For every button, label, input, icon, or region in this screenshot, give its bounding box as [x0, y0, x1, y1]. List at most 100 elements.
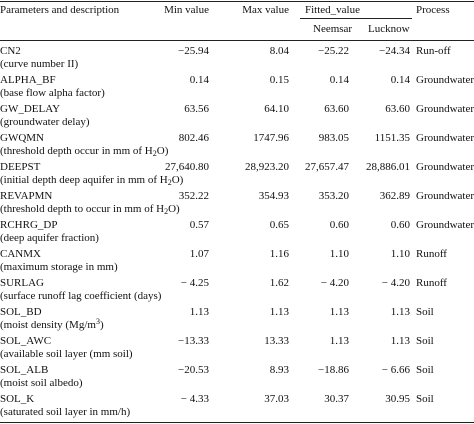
table-row: CANMX (maximum storage in mm) 1.07 1.16 1.10…	[0, 246, 474, 275]
min-value: −13.33	[178, 335, 209, 347]
neemsar-value: 0.14	[329, 74, 349, 86]
min-value: − 4.25	[180, 277, 209, 289]
process-value: Run-off	[416, 45, 451, 57]
max-value: 28,923.20	[245, 161, 289, 173]
lucknow-value: 1.13	[390, 335, 410, 347]
description-subscript: 2	[167, 178, 172, 187]
table-top-rule	[0, 1, 474, 2]
max-value: 0.65	[269, 219, 289, 231]
parameter-name: SOL_AWC	[0, 335, 52, 347]
neemsar-value: 0.60	[329, 219, 349, 231]
parameter-name: SOL_ALB	[0, 364, 49, 376]
description-subscript: 2	[152, 149, 157, 158]
neemsar-value: 30.37	[324, 393, 349, 405]
neemsar-value: 1.13	[329, 306, 349, 318]
parameter-name: CANMX	[0, 248, 41, 260]
min-value: 802.46	[178, 132, 209, 144]
neemsar-value: 983.05	[318, 132, 349, 144]
process-value: Groundwater	[416, 190, 474, 202]
description-text: (moist density (Mg/m	[0, 319, 96, 331]
parameter-name: ALPHA_BF	[0, 74, 56, 86]
min-value: −20.53	[178, 364, 209, 376]
max-value: 1747.96	[253, 132, 289, 144]
parameter-name: DEEPST	[0, 161, 41, 173]
max-value: 1.13	[269, 306, 289, 318]
process-value: Soil	[416, 393, 434, 405]
parameter-name: SOL_K	[0, 393, 35, 405]
lucknow-value: 0.60	[390, 219, 410, 231]
max-value: 1.62	[269, 277, 289, 289]
neemsar-value: − 4.20	[320, 277, 349, 289]
neemsar-value: 1.13	[329, 335, 349, 347]
parameter-name: CN2	[0, 45, 21, 57]
neemsar-value: 353.20	[318, 190, 349, 202]
header-min-value: Min value	[164, 4, 209, 16]
process-value: Groundwater	[416, 161, 474, 173]
parameter-description: (saturated soil layer in mm/h)	[0, 406, 131, 418]
description-text-end: O)	[171, 174, 184, 186]
lucknow-value: 1.13	[390, 306, 410, 318]
process-value: Groundwater	[416, 103, 474, 115]
table-row: GW_DELAY (groundwater delay) 63.56 64.10 63.…	[0, 101, 474, 130]
parameter-description: (threshold depth to occur in mm of H2O)	[0, 203, 180, 216]
parameter-description: (deep aquifer fraction)	[0, 232, 99, 244]
min-value: 1.07	[189, 248, 209, 260]
min-value: 352.22	[178, 190, 209, 202]
lucknow-value: 362.89	[379, 190, 410, 202]
neemsar-value: 27,657.47	[305, 161, 349, 173]
max-value: 0.15	[269, 74, 289, 86]
min-value: 63.56	[184, 103, 209, 115]
table-row: ALPHA_BF (base flow alpha factor) 0.14 0.15…	[0, 72, 474, 101]
description-text-end: O)	[156, 145, 169, 157]
min-value: − 4.33	[180, 393, 209, 405]
table-row: REVAPMN (threshold depth to occur in mm o…	[0, 188, 474, 217]
parameter-name: SURLAG	[0, 277, 45, 289]
process-value: Soil	[416, 306, 434, 318]
parameter-name: GW_DELAY	[0, 103, 61, 115]
lucknow-value: 28,886.01	[366, 161, 410, 173]
table-row: SOL_AWC (available soil layer (mm soil) −1…	[0, 333, 474, 362]
process-value: Groundwater	[416, 132, 474, 144]
neemsar-value: 63.60	[324, 103, 349, 115]
table-row: SURLAG (surface runoff lag coefficient (d…	[0, 275, 474, 304]
header-max-value: Max value	[242, 4, 289, 16]
process-value: Groundwater	[416, 219, 474, 231]
lucknow-value: − 4.20	[381, 277, 410, 289]
min-value: 0.14	[189, 74, 209, 86]
process-value: Soil	[416, 335, 434, 347]
process-value: Soil	[416, 364, 434, 376]
parameter-description: (maximum storage in mm)	[0, 261, 118, 273]
parameter-description: (available soil layer (mm soil)	[0, 348, 133, 360]
max-value: 1.16	[269, 248, 289, 260]
min-value: 0.57	[189, 219, 209, 231]
header-process: Process	[416, 4, 450, 16]
parameter-description: (surface runoff lag coefficient (days)	[0, 290, 162, 302]
max-value: 64.10	[264, 103, 289, 115]
description-subscript: 2	[164, 207, 169, 216]
description-superscript: 3	[95, 317, 100, 326]
max-value: 354.93	[258, 190, 289, 202]
parameter-description: (groundwater delay)	[0, 116, 90, 128]
min-value: 1.13	[189, 306, 209, 318]
lucknow-value: −24.34	[379, 45, 410, 57]
description-text-end: O)	[168, 203, 180, 215]
description-text: (initial depth deep aquifer in mm of H	[0, 174, 168, 186]
parameter-name: GWQMN	[0, 132, 44, 144]
table-row: SOL_BD (moist density (Mg/m3) 1.13 1.13 1.13…	[0, 304, 474, 333]
table-bottom-rule	[0, 422, 474, 423]
parameter-name: RCHRG_DP	[0, 219, 58, 231]
min-value: −25.94	[178, 45, 209, 57]
lucknow-value: 0.14	[390, 74, 410, 86]
process-value: Groundwater	[416, 74, 474, 86]
max-value: 37.03	[264, 393, 289, 405]
table-row: CN2 (curve number II) −25.94 8.04 −25.22 −24.…	[0, 43, 474, 72]
lucknow-value: 63.60	[385, 103, 410, 115]
fitted-value-underline	[300, 18, 412, 19]
description-text-end: )	[99, 319, 104, 331]
parameter-description: (threshold depth occur in mm of H2O)	[0, 145, 168, 158]
process-value: Runoff	[416, 248, 447, 260]
neemsar-value: −25.22	[318, 45, 349, 57]
parameter-name: SOL_BD	[0, 306, 42, 318]
table-row: DEEPST (initial depth deep aquifer in mm …	[0, 159, 474, 188]
parameter-name: REVAPMN	[0, 190, 53, 202]
